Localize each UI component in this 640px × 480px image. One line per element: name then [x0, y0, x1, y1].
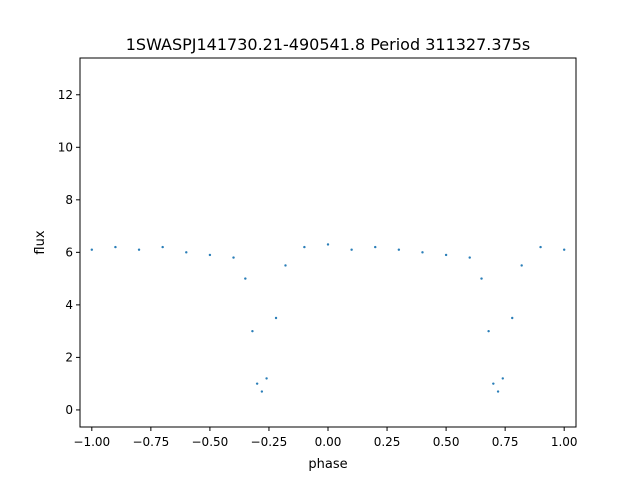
scatter-point — [251, 329, 254, 333]
scatter-point — [274, 316, 278, 320]
scatter-point — [208, 253, 212, 257]
scatter-point — [487, 329, 490, 333]
x-tick-label: 0.25 — [374, 435, 401, 449]
x-tick-label: −0.25 — [251, 435, 288, 449]
scatter-point — [511, 316, 514, 320]
x-tick-label: 0.50 — [433, 435, 460, 449]
chart-title: 1SWASPJ141730.21-490541.8 Period 311327.… — [126, 35, 531, 54]
scatter-point — [501, 377, 504, 380]
scatter-point — [265, 377, 268, 380]
y-tick-label: 0 — [65, 403, 73, 417]
x-tick-label: −0.50 — [192, 435, 229, 449]
scatter-point — [468, 256, 471, 259]
y-tick-label: 2 — [65, 350, 73, 364]
scatter-point — [255, 382, 259, 385]
scatter-point — [374, 245, 377, 249]
scatter-point — [185, 251, 188, 254]
scatter-point — [114, 245, 117, 249]
y-axis: 0 2 4 6 8 10 12 — [58, 88, 80, 417]
y-tick-label: 8 — [65, 193, 73, 207]
scatter-point — [137, 248, 141, 251]
scatter-point — [284, 264, 287, 267]
scatter-point — [90, 248, 94, 251]
scatter-point — [539, 245, 542, 249]
scatter-point — [444, 253, 448, 257]
scatter-point — [350, 248, 353, 251]
scatter-point — [520, 264, 523, 267]
scatter-point — [492, 382, 495, 385]
x-axis: −1.00 −0.75 −0.50 −0.25 0.00 0.25 0.50 0.75 1.00 — [73, 427, 578, 449]
scatter-point — [326, 243, 330, 246]
y-tick-label: 6 — [65, 245, 73, 259]
scatter-point — [161, 245, 164, 249]
scatter-point — [232, 256, 235, 259]
scatter-point — [260, 390, 264, 393]
y-tick-label: 10 — [58, 140, 73, 154]
scatter-point — [303, 245, 306, 249]
scatter-point — [496, 390, 500, 393]
x-tick-label: 0.00 — [315, 435, 342, 449]
scatter-point — [480, 277, 483, 280]
x-axis-label: phase — [308, 457, 347, 472]
x-tick-label: −0.75 — [132, 435, 169, 449]
scatter-point — [397, 248, 401, 251]
y-tick-label: 12 — [58, 88, 73, 102]
y-axis-label: flux — [33, 230, 48, 254]
plot-background — [80, 58, 576, 427]
scatter-point — [562, 248, 566, 251]
scatter-point — [244, 277, 247, 280]
y-tick-label: 4 — [65, 298, 73, 312]
x-tick-label: 0.75 — [492, 435, 519, 449]
x-tick-label: −1.00 — [73, 435, 110, 449]
x-tick-label: 1.00 — [551, 435, 578, 449]
plot-area — [79, 57, 577, 428]
scatter-point — [421, 251, 424, 254]
scatter-points — [90, 243, 566, 393]
